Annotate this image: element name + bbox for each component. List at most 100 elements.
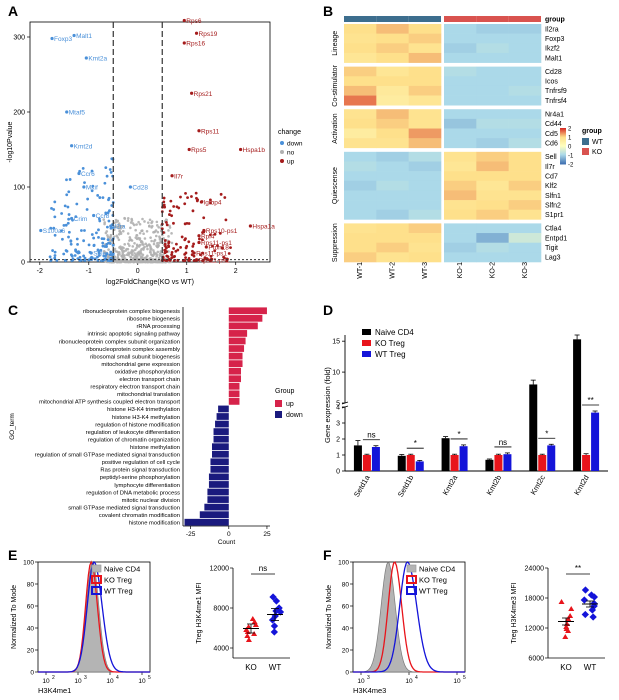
scale-segment — [560, 153, 566, 155]
point-up — [223, 256, 226, 260]
dot-wt — [580, 596, 589, 604]
heatmap-cell — [508, 180, 542, 191]
go-term-label: lymphocyte differentiation — [114, 483, 180, 489]
point-down — [74, 249, 78, 253]
scale-segment — [560, 161, 566, 163]
go-term-label: mitochondrial translation — [117, 392, 180, 398]
point-up — [213, 232, 217, 236]
point-up — [183, 202, 187, 206]
point-down — [66, 221, 70, 225]
heatmap-cell — [344, 190, 377, 201]
scale-segment — [560, 143, 566, 145]
point-down — [64, 223, 68, 227]
gene-label-down: Mtaf5 — [69, 110, 86, 117]
scale-tick-label: -2 — [568, 163, 574, 169]
heatmap-cell — [444, 66, 477, 77]
heatmap-cell — [408, 200, 442, 211]
scale-segment — [560, 138, 566, 140]
row-label: Cd5 — [545, 131, 558, 138]
bar-ko-treg — [538, 455, 547, 471]
x-axis-label: Count — [218, 539, 236, 546]
heatmap-cell — [376, 223, 409, 234]
point-no — [147, 225, 151, 228]
point-up — [162, 200, 166, 204]
x-tick-base: 10 — [405, 678, 413, 685]
gene-label-down: Malt1 — [76, 33, 92, 40]
labeled-point-up — [204, 245, 208, 249]
heatmap-cell — [476, 76, 509, 87]
heatmap-cell — [344, 95, 377, 106]
point-down — [104, 166, 108, 170]
y-axis-label: Treg H3K4me3 MFI — [511, 582, 518, 643]
row-label: Ctla4 — [545, 226, 561, 233]
labeled-point-down — [128, 185, 133, 189]
heatmap-cell — [376, 233, 409, 243]
point-down — [53, 250, 57, 254]
gene-label-up: Il7r — [174, 173, 184, 180]
heatmap-cell — [444, 200, 477, 211]
labeled-point-up — [202, 228, 206, 233]
point-no — [105, 230, 109, 233]
point-up — [180, 235, 184, 239]
point-up — [169, 199, 173, 203]
point-no — [103, 221, 106, 224]
point-down — [67, 190, 71, 194]
category-label: Kmt2d — [572, 474, 591, 497]
point-no — [138, 231, 142, 235]
point-down — [71, 257, 75, 261]
point-down — [66, 205, 70, 209]
legend-label: WT Treg — [375, 350, 406, 359]
heatmap-cell — [476, 200, 509, 211]
category-label: Kmt2b — [485, 473, 504, 496]
point-no — [146, 254, 149, 258]
point-no — [129, 256, 133, 259]
point-no — [123, 217, 127, 220]
point-down — [106, 238, 110, 242]
dot-ko — [558, 599, 565, 604]
go-term-label: histone methylation — [130, 445, 180, 451]
legend-swatch — [406, 586, 417, 595]
point-no — [154, 260, 158, 264]
row-label: Sell — [545, 154, 557, 161]
point-no — [118, 252, 121, 256]
point-no — [168, 226, 172, 229]
heatmap-cell — [344, 66, 377, 77]
point-up — [224, 218, 228, 222]
heatmap-cell — [344, 151, 377, 162]
row-label: Lag3 — [545, 255, 561, 262]
go-term-bar-chart: ribonucleoprotein complex biogenesis ribo… — [9, 307, 303, 546]
point-up — [223, 196, 227, 199]
point-down — [111, 253, 115, 256]
point-down — [105, 174, 109, 178]
labeled-point-down — [77, 171, 81, 176]
labeled-point-up — [248, 224, 253, 228]
scale-segment — [560, 130, 566, 132]
point-no — [148, 218, 152, 222]
point-no — [154, 234, 158, 238]
column-label: WT-2 — [390, 262, 397, 279]
bar-ko-treg — [582, 455, 591, 471]
point-no — [150, 239, 153, 243]
go-term-label: regulation of histone modification — [95, 422, 180, 428]
y-tick-label: 100 — [13, 185, 25, 192]
point-down — [52, 226, 56, 230]
bar-wt-treg — [591, 412, 600, 471]
scale-tick-label: 2 — [568, 127, 572, 133]
y-tick-label: 4 — [336, 405, 340, 412]
dot-ko — [251, 631, 258, 636]
heatmap-cell — [376, 161, 409, 172]
heatmap-cell — [344, 209, 377, 220]
gene-label-up: Rpl4 — [201, 233, 215, 240]
gene-label-down: Ccr8 — [96, 213, 110, 220]
point-up — [229, 246, 232, 250]
point-no — [113, 247, 117, 251]
scale-segment — [560, 129, 566, 131]
legend-title: change — [278, 129, 301, 136]
significance-label: ns — [499, 438, 507, 447]
go-term-label: covalent chromatin modification — [99, 513, 180, 519]
heatmap-cell — [376, 66, 409, 77]
heatmap-cell — [408, 43, 442, 54]
point-no — [135, 234, 139, 237]
point-no — [126, 232, 130, 235]
heatmap-cell — [344, 242, 377, 253]
